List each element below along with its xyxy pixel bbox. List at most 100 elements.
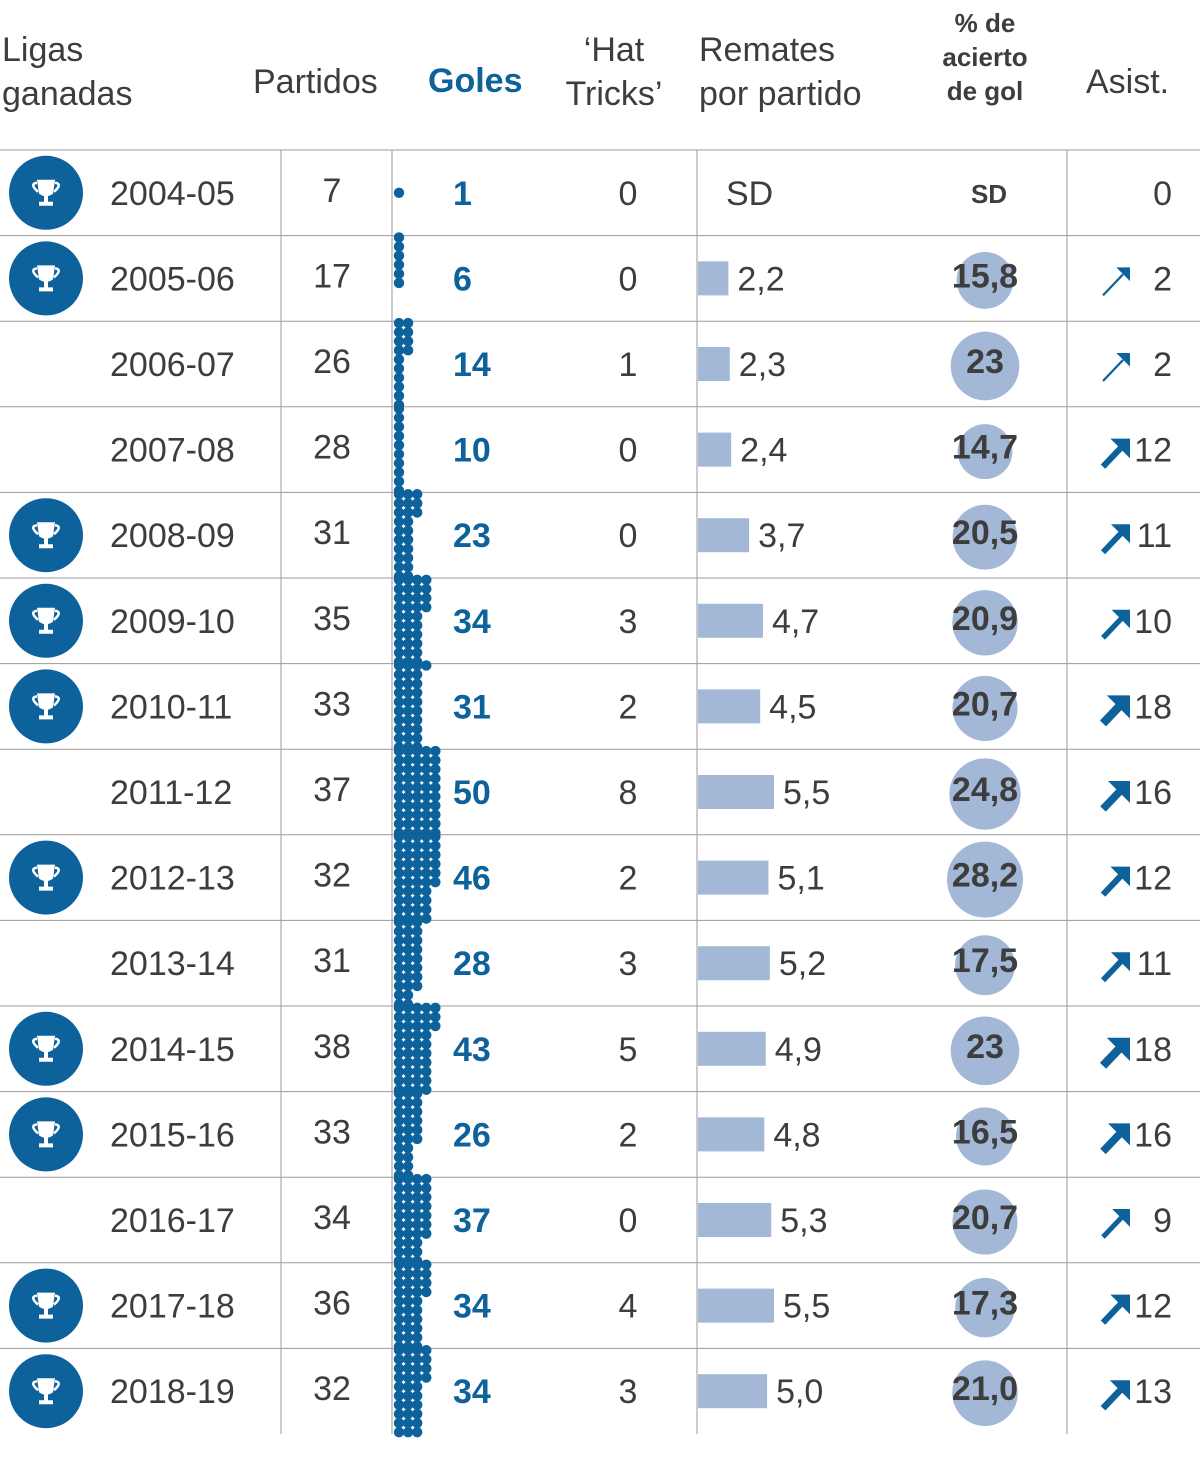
goal-dot: [412, 733, 423, 744]
goal-dot: [393, 809, 405, 820]
goal-dot: [412, 1426, 423, 1438]
goles-value: 6: [453, 260, 472, 298]
goal-dot: [412, 1039, 423, 1050]
acierto-circle: [955, 1107, 1015, 1166]
goal-dot: [421, 1210, 432, 1221]
goles-value: 34: [453, 603, 491, 641]
goal-dot: [430, 1020, 441, 1032]
trophy-cup-shape: [37, 1378, 55, 1405]
goal-dot: [402, 1345, 414, 1356]
goal-dot: [421, 1372, 432, 1383]
goal-dot: [412, 583, 423, 595]
goal-dot: [412, 1002, 423, 1014]
remates-bar: [698, 261, 729, 296]
goal-dot: [402, 1106, 414, 1117]
trophy-cup-shape: [37, 265, 55, 292]
acierto-circle: [952, 1360, 1018, 1426]
goal-dot: [402, 687, 414, 698]
goal-dot: [402, 1399, 414, 1411]
goal-dot: [421, 840, 432, 851]
partidos-value: 32: [313, 1370, 351, 1408]
goal-dot: [412, 953, 423, 964]
goal-dot: [393, 430, 405, 442]
goal-dot: [393, 800, 405, 811]
season-label: 2004-05: [110, 175, 235, 213]
goal-dot: [421, 913, 432, 924]
trophy-cup-shape: [37, 179, 55, 206]
remates-bar: [698, 1374, 768, 1409]
hat-tricks-value: 3: [619, 945, 638, 983]
trophy-cup-shape: [37, 1035, 55, 1062]
goal-dot: [412, 831, 423, 842]
goal-dot: [412, 876, 423, 888]
acierto-value: 15,8: [952, 257, 1018, 295]
goal-dot: [402, 638, 414, 649]
season-label: 2013-14: [110, 945, 235, 983]
season-label: 2016-17: [110, 1202, 235, 1240]
asist-value: 12: [1134, 1288, 1172, 1326]
goal-dot: [402, 1381, 414, 1392]
header-remates: Remates por partido: [699, 28, 862, 116]
assist-arrow-icon: [1101, 1214, 1125, 1239]
goal-dot: [412, 809, 423, 820]
remates-value: 5,0: [776, 1373, 823, 1411]
goal-dot: [393, 1133, 405, 1145]
goal-dot: [393, 660, 405, 671]
asist-value: 13: [1134, 1373, 1172, 1411]
remates-bar: [698, 1031, 766, 1066]
goal-dot: [402, 1201, 414, 1212]
goal-dot: [412, 1304, 423, 1316]
goal-dot: [421, 1259, 432, 1270]
remates-bar: [698, 347, 730, 381]
goal-dot: [393, 1323, 405, 1334]
assist-arrow-icon: [1100, 1384, 1126, 1411]
goal-dot: [412, 818, 423, 830]
goal-dot: [412, 1259, 423, 1270]
goal-dot: [430, 745, 441, 757]
goal-dot: [421, 858, 432, 870]
goal-dot: [402, 1192, 414, 1203]
goal-dot: [402, 1039, 414, 1050]
goal-dot: [402, 867, 414, 879]
remates-value: 2,4: [740, 432, 787, 470]
remates-value: 3,7: [758, 517, 805, 555]
season-label: 2014-15: [110, 1031, 235, 1069]
assist-arrowhead-icon: [1116, 353, 1130, 367]
assist-arrow-icon: [1100, 1299, 1126, 1325]
assist-arrowhead-icon: [1110, 524, 1130, 544]
goal-dot: [393, 363, 405, 374]
goal-dot: [412, 696, 423, 708]
acierto-value: 14,7: [952, 429, 1018, 467]
remates-value: 5,2: [779, 945, 826, 983]
goal-dot: [393, 1268, 405, 1279]
goles-value: 43: [453, 1031, 491, 1069]
remates-value: 5,5: [783, 774, 830, 812]
goal-dot: [393, 1259, 405, 1270]
remates-value: 2,2: [737, 260, 784, 298]
partidos-value: 31: [313, 942, 351, 980]
asist-value: 16: [1134, 774, 1172, 812]
trophy-handles: [32, 866, 60, 878]
goal-dot: [393, 241, 405, 252]
goal-dot: [402, 1295, 414, 1307]
hat-tricks-value: 5: [619, 1031, 638, 1069]
goal-dot: [393, 1381, 405, 1392]
acierto-circle: [956, 251, 1014, 309]
goal-dot: [421, 1173, 432, 1185]
goal-dot: [393, 1048, 405, 1059]
goal-dot: [402, 800, 414, 811]
goal-dot: [402, 317, 414, 329]
goal-dot: [393, 1304, 405, 1316]
goal-dot: [402, 926, 414, 937]
goal-dot: [393, 611, 405, 622]
goal-dot: [402, 611, 414, 622]
goal-dot: [412, 705, 423, 717]
goles-value: 10: [453, 432, 491, 470]
goal-dot: [402, 791, 414, 802]
goal-dot: [393, 354, 405, 365]
goal-dot: [402, 1219, 414, 1230]
goal-dot: [393, 876, 405, 888]
goal-dot: [393, 1066, 405, 1077]
goal-dot: [393, 574, 405, 586]
goal-dot: [412, 687, 423, 698]
